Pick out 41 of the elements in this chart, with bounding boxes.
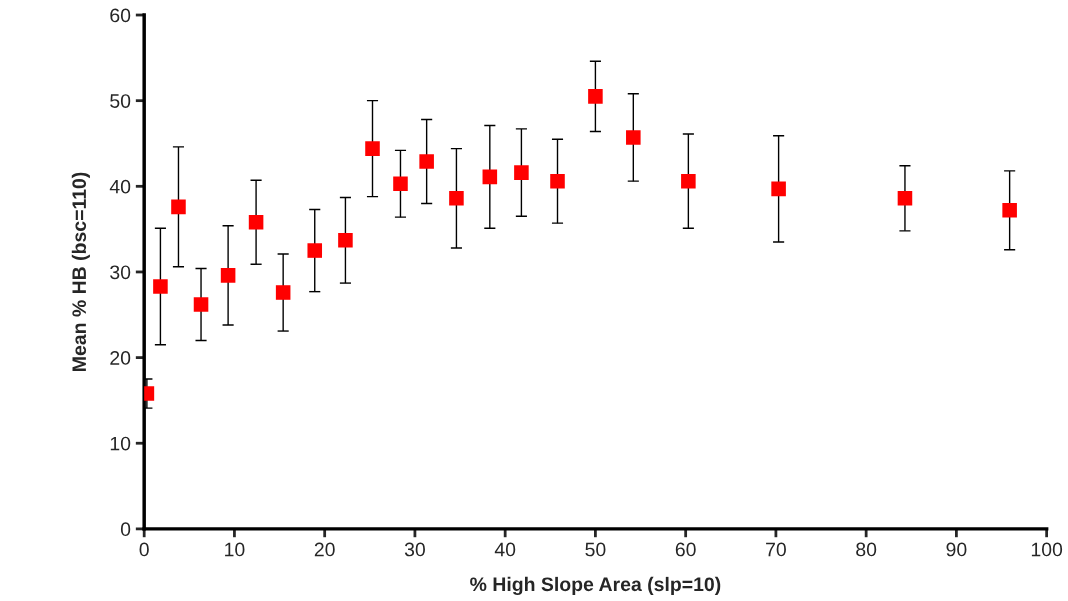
point xyxy=(449,191,464,206)
y-tick-label: 60 xyxy=(110,8,131,23)
point xyxy=(482,169,498,185)
x-tick-label: 90 xyxy=(946,542,967,557)
point xyxy=(193,297,209,312)
point xyxy=(897,191,913,206)
y-tick-label: 30 xyxy=(110,265,131,280)
point xyxy=(307,243,323,258)
y-tick-label: 40 xyxy=(109,179,131,194)
y-tick-label: 20 xyxy=(110,351,131,365)
x-tick-label: 20 xyxy=(314,542,335,557)
x-tick-label: 40 xyxy=(494,542,516,557)
point xyxy=(771,181,786,197)
point xyxy=(153,279,168,294)
point xyxy=(338,232,353,248)
x-tick-label: 100 xyxy=(1031,542,1063,557)
point xyxy=(626,130,641,145)
x-tick-label: 30 xyxy=(404,542,425,557)
point xyxy=(681,173,696,189)
x-tick-label: 10 xyxy=(225,542,245,557)
x-tick-label: 70 xyxy=(766,542,786,557)
point xyxy=(220,268,236,283)
point xyxy=(514,165,529,180)
point xyxy=(275,285,291,300)
x-axis-title: % High Slope Area (slp=10) xyxy=(470,576,721,596)
x-tick-label: 0 xyxy=(139,542,149,557)
y-tick-label: 0 xyxy=(120,522,131,537)
point xyxy=(419,154,434,169)
point xyxy=(248,215,264,230)
point xyxy=(393,176,408,192)
y-axis-title: Mean % HB (bsc=110) xyxy=(71,172,90,371)
point xyxy=(365,141,380,156)
y-tick-label: 10 xyxy=(110,436,131,451)
x-tick-label: 50 xyxy=(585,542,606,557)
point xyxy=(550,173,565,189)
point xyxy=(171,199,186,215)
x-tick-label: 60 xyxy=(675,542,696,557)
point xyxy=(588,89,603,104)
point xyxy=(1002,203,1017,218)
x-tick-label: 80 xyxy=(856,542,877,557)
y-tick-label: 50 xyxy=(110,94,131,108)
